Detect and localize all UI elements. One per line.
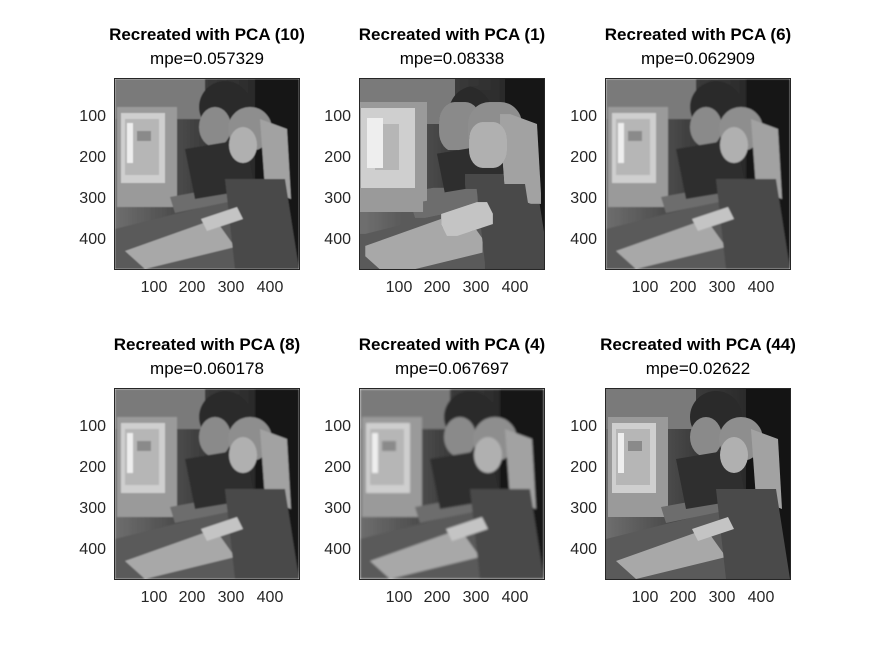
subplot-title: Recreated with PCA (8): [113, 335, 301, 354]
y-tick-label: 400: [570, 231, 597, 248]
x-tick-label: 100: [140, 589, 168, 606]
y-tick-label: 400: [79, 541, 106, 558]
y-tick-label: 300: [324, 190, 351, 207]
y-tick-label: 400: [324, 541, 351, 558]
y-tick-label: 100: [324, 108, 351, 125]
subplot-subtitle: mpe=0.062909: [641, 49, 755, 68]
reconstructed-image: [605, 388, 791, 580]
subplot-subtitle: mpe=0.057329: [150, 49, 264, 68]
y-tick-label: 300: [79, 500, 106, 517]
y-tick-label: 200: [570, 149, 597, 166]
x-tick-label: 400: [501, 279, 529, 296]
y-tick-label: 200: [324, 459, 351, 476]
y-tick-label: 300: [324, 500, 351, 517]
x-tick-label: 300: [217, 589, 245, 606]
x-tick-label: 300: [708, 589, 736, 606]
x-tick-label: 300: [708, 279, 736, 296]
subplot-panel: Recreated with PCA (6) mpe=0.062909: [598, 25, 798, 315]
y-tick-label: 100: [324, 418, 351, 435]
x-tick-label: 400: [501, 589, 529, 606]
subplot-title: Recreated with PCA (6): [604, 25, 792, 44]
subplot-panel: Recreated with PCA (1) mpe=0.08338: [352, 25, 552, 315]
y-tick-label: 200: [79, 149, 106, 166]
x-tick-label: 200: [423, 589, 451, 606]
y-tick-label: 300: [570, 190, 597, 207]
y-tick-label: 400: [324, 231, 351, 248]
subplot-panel: Recreated with PCA (4) mpe=0.067697: [352, 335, 552, 625]
x-tick-label: 400: [256, 279, 284, 296]
y-tick-label: 300: [79, 190, 106, 207]
x-tick-label: 200: [669, 589, 697, 606]
x-tick-label: 100: [631, 279, 659, 296]
x-tick-label: 400: [256, 589, 284, 606]
x-tick-label: 100: [140, 279, 168, 296]
y-tick-label: 400: [79, 231, 106, 248]
subplot-panel: Recreated with PCA (8) mpe=0.060178: [107, 335, 307, 625]
x-tick-label: 200: [423, 279, 451, 296]
subplot-panel: Recreated with PCA (10) mpe=0.057329: [107, 25, 307, 315]
subplot-title: Recreated with PCA (4): [358, 335, 546, 354]
subplot-subtitle: mpe=0.060178: [150, 359, 264, 378]
x-tick-label: 200: [669, 279, 697, 296]
reconstructed-image: [114, 388, 300, 580]
x-tick-label: 300: [462, 279, 490, 296]
subplot-title: Recreated with PCA (10): [109, 25, 305, 44]
subplot-title: Recreated with PCA (1): [358, 25, 546, 44]
y-tick-label: 300: [570, 500, 597, 517]
subplot-subtitle: mpe=0.08338: [399, 49, 505, 68]
subplot-subtitle: mpe=0.067697: [395, 359, 509, 378]
y-tick-label: 100: [79, 108, 106, 125]
reconstructed-image: [359, 388, 545, 580]
y-tick-label: 100: [570, 108, 597, 125]
y-tick-label: 200: [324, 149, 351, 166]
x-tick-label: 200: [178, 279, 206, 296]
y-tick-label: 200: [79, 459, 106, 476]
x-tick-label: 400: [747, 279, 775, 296]
y-tick-label: 400: [570, 541, 597, 558]
x-tick-label: 300: [462, 589, 490, 606]
reconstructed-image: [605, 78, 791, 270]
reconstructed-image: [114, 78, 300, 270]
reconstructed-image: [359, 78, 545, 270]
subplot-panel: Recreated with PCA (44) mpe=0.02622: [598, 335, 798, 625]
y-tick-label: 100: [570, 418, 597, 435]
subplot-title: Recreated with PCA (44): [600, 335, 796, 354]
y-tick-label: 100: [79, 418, 106, 435]
subplot-subtitle: mpe=0.02622: [645, 359, 751, 378]
y-tick-label: 200: [570, 459, 597, 476]
x-tick-label: 300: [217, 279, 245, 296]
x-tick-label: 100: [385, 589, 413, 606]
x-tick-label: 100: [385, 279, 413, 296]
x-tick-label: 100: [631, 589, 659, 606]
x-tick-label: 400: [747, 589, 775, 606]
x-tick-label: 200: [178, 589, 206, 606]
